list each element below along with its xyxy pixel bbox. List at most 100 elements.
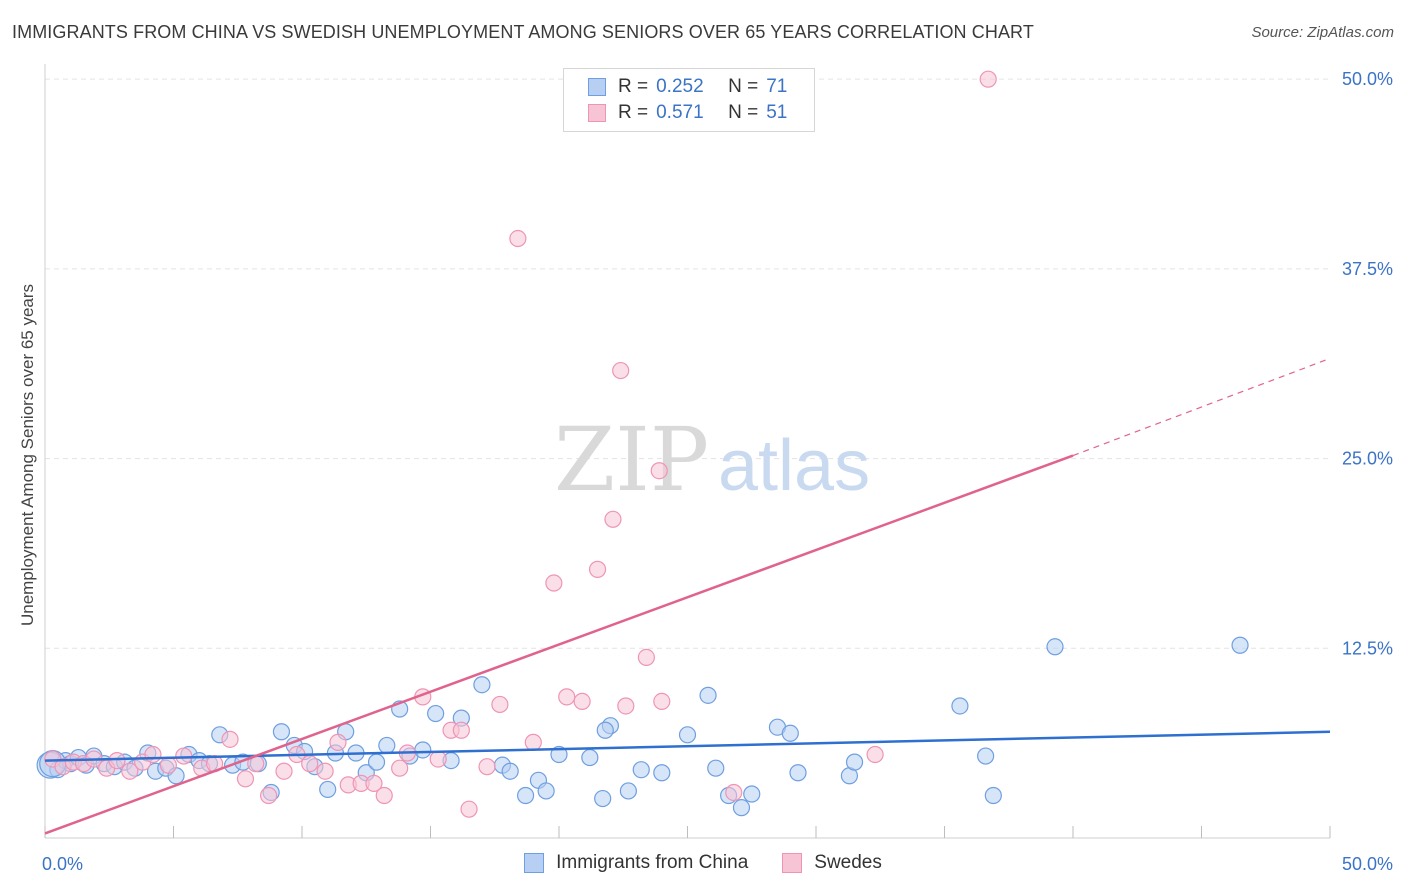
legend-n-value: 51 <box>766 102 788 123</box>
y-tick-label: 50.0% <box>1342 69 1393 89</box>
point-china <box>707 759 725 777</box>
point-china <box>632 761 650 779</box>
point-swedes <box>866 745 884 764</box>
point-china <box>699 686 717 704</box>
legend-item-swedes: Swedes <box>782 852 882 874</box>
chart-title: IMMIGRANTS FROM CHINA VS SWEDISH UNEMPLO… <box>12 22 1034 42</box>
watermark: ZIP atlas <box>554 408 870 511</box>
point-china <box>596 721 614 739</box>
correlation-legend: R = 0.252 N = 71 R = 0.571 N = 51 <box>563 68 815 132</box>
x-tick-label-max: 50.0% <box>1342 854 1393 874</box>
point-swedes <box>316 762 334 780</box>
point-china <box>781 724 799 742</box>
point-swedes <box>108 751 126 770</box>
point-swedes <box>375 786 393 805</box>
point-china <box>473 676 491 694</box>
trend-line-swedes <box>44 454 1074 835</box>
point-swedes <box>121 762 139 780</box>
point-swedes <box>612 361 630 380</box>
x-tick-label-min: 0.0% <box>42 854 83 874</box>
point-china <box>1231 636 1249 654</box>
point-china <box>743 785 761 803</box>
y-tick-label: 12.5% <box>1342 638 1393 658</box>
legend-r-value: 0.571 <box>656 102 704 123</box>
point-china <box>414 741 432 759</box>
point-swedes <box>617 697 635 715</box>
point-china <box>951 697 969 715</box>
point-swedes <box>650 462 668 480</box>
point-china <box>550 745 568 764</box>
point-swedes <box>159 756 177 774</box>
point-swedes <box>573 692 591 711</box>
point-swedes <box>478 758 496 776</box>
y-tick-label: 37.5% <box>1342 259 1393 279</box>
point-swedes <box>604 510 622 528</box>
point-china <box>378 736 396 755</box>
point-china <box>516 786 535 805</box>
legend-swatch-swedes <box>588 104 606 122</box>
legend-r-value: 0.252 <box>656 76 704 97</box>
legend-label-china: Immigrants from China <box>556 852 749 873</box>
point-swedes <box>637 648 655 667</box>
point-swedes <box>491 695 509 714</box>
point-swedes <box>545 574 563 592</box>
point-swedes <box>144 745 162 764</box>
axes <box>44 64 1331 839</box>
point-china <box>581 748 599 767</box>
point-china <box>272 723 291 741</box>
point-swedes <box>653 692 671 711</box>
legend-swatch-china <box>588 78 606 96</box>
legend-r-label: R = <box>618 76 649 97</box>
point-china <box>789 764 807 782</box>
point-swedes <box>524 733 542 751</box>
point-swedes <box>509 229 527 248</box>
point-swedes <box>221 730 239 748</box>
point-china <box>319 780 337 799</box>
point-china <box>653 764 671 782</box>
point-swedes <box>391 759 409 777</box>
point-swedes <box>452 721 470 739</box>
trend-extension-swedes <box>1072 357 1331 457</box>
point-china <box>678 726 697 744</box>
point-china <box>1046 638 1064 656</box>
point-swedes <box>175 747 193 765</box>
legend-swatch-swedes <box>782 853 803 873</box>
legend-n-label: N = <box>728 102 759 123</box>
point-swedes <box>429 750 447 768</box>
point-china <box>977 747 995 765</box>
point-china <box>367 753 386 771</box>
point-china <box>427 704 445 723</box>
watermark-zip: ZIP <box>554 408 709 511</box>
point-swedes <box>588 560 607 578</box>
legend-n-label: N = <box>728 76 759 97</box>
legend-r-label: R = <box>618 102 649 123</box>
tick-labels: 12.5% 25.0% 37.5% 50.0% 0.0% 50.0% <box>42 69 1393 874</box>
point-swedes <box>365 774 383 792</box>
legend-n-value: 71 <box>766 76 788 97</box>
legend-row-china: R = 0.252 N = 71 <box>588 75 787 99</box>
point-china <box>845 753 864 771</box>
legend-row-swedes: R = 0.571 N = 51 <box>588 101 787 125</box>
point-swedes <box>259 786 278 805</box>
point-swedes <box>725 783 743 802</box>
point-swedes <box>236 770 255 788</box>
source-credit: Source: ZipAtlas.com <box>1251 24 1394 41</box>
point-swedes <box>558 688 576 706</box>
grid <box>45 78 1330 649</box>
y-tick-label: 25.0% <box>1342 449 1393 469</box>
point-swedes <box>301 755 319 773</box>
point-swedes <box>275 762 293 780</box>
point-china <box>732 799 751 817</box>
point-china <box>594 789 612 808</box>
trend-lines <box>44 357 1331 835</box>
series-legend: Immigrants from China Swedes <box>0 852 1406 874</box>
point-swedes <box>979 70 997 88</box>
point-china <box>984 786 1002 805</box>
legend-item-china: Immigrants from China <box>524 852 748 874</box>
point-china <box>501 762 519 780</box>
point-swedes <box>329 733 347 751</box>
legend-swatch-china <box>524 853 545 873</box>
legend-label-swedes: Swedes <box>814 852 882 873</box>
point-swedes <box>460 800 478 818</box>
